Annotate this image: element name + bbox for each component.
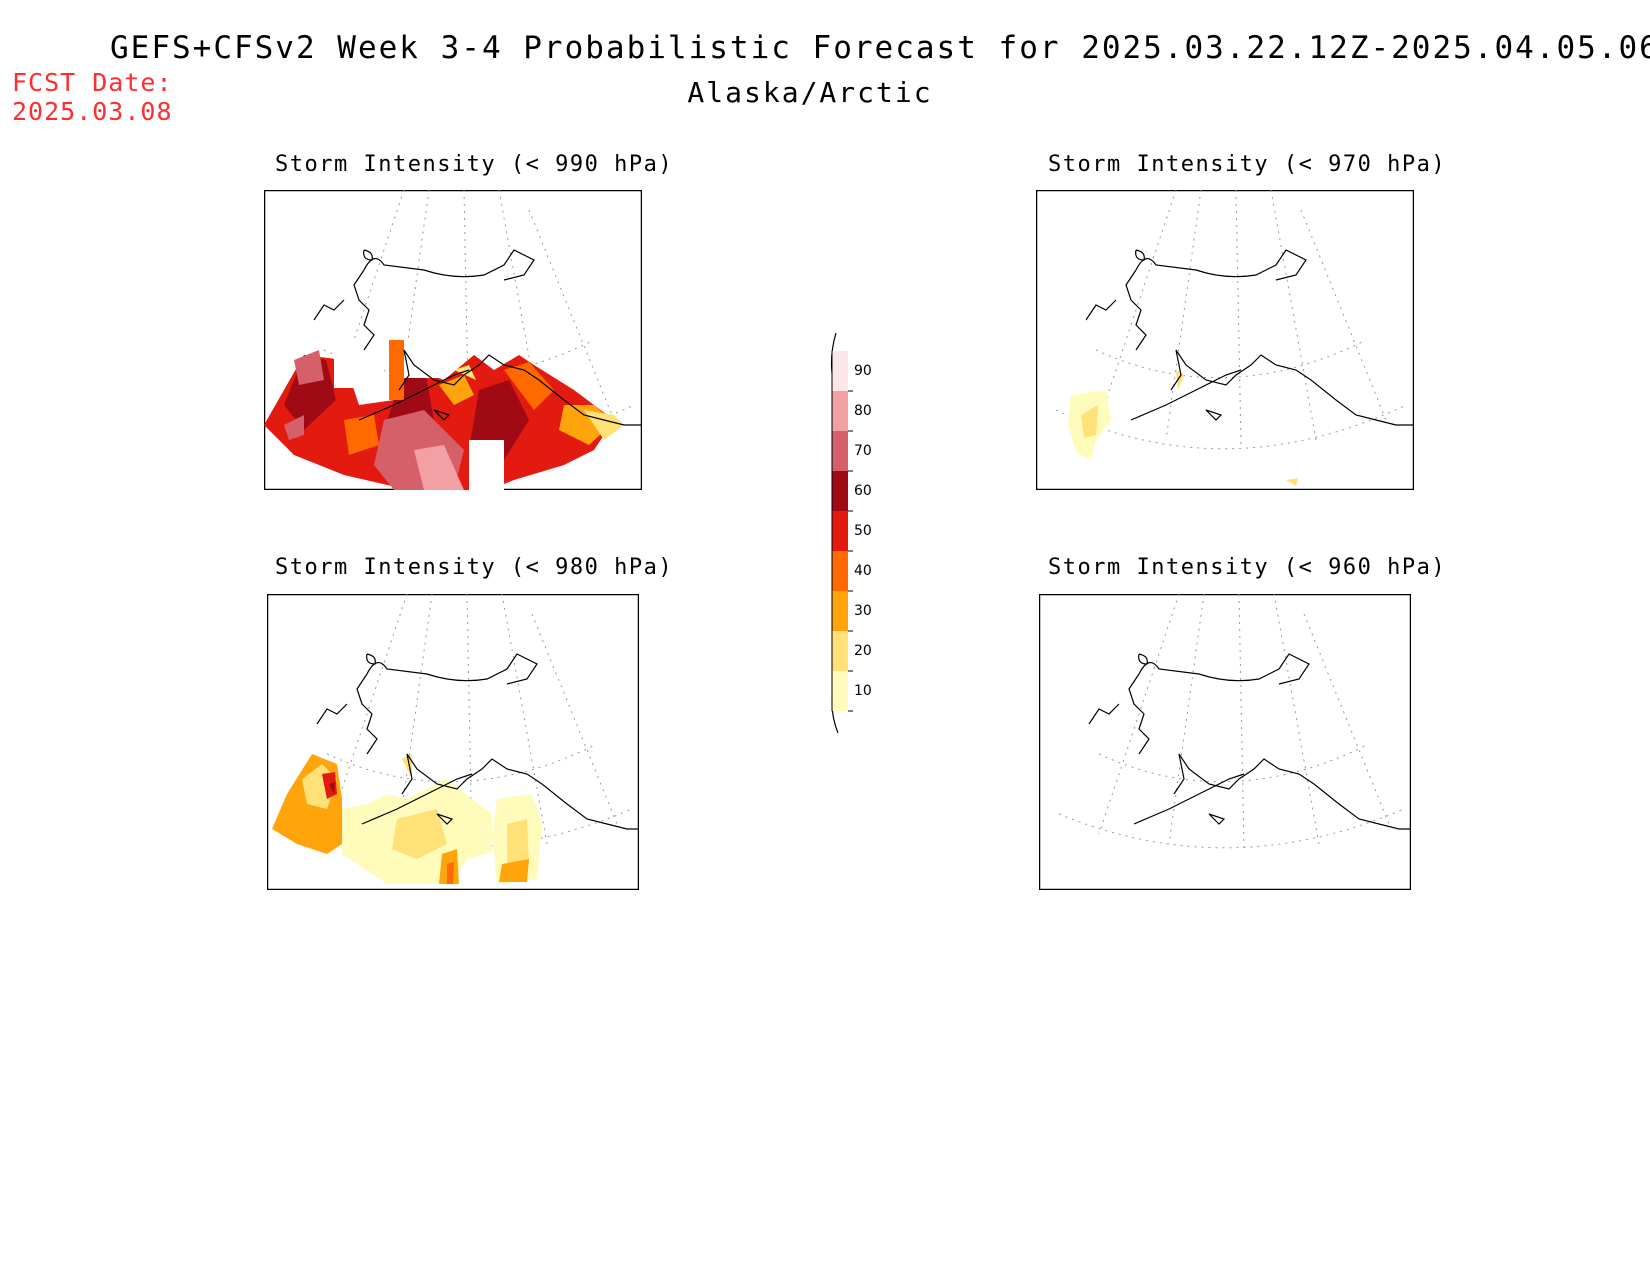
colorbar-label: 80 bbox=[854, 403, 872, 419]
map-panel-990 bbox=[264, 190, 642, 490]
map-panel-960 bbox=[1039, 594, 1411, 890]
colorbar-label: 20 bbox=[854, 643, 872, 659]
forecast-date-value: 2025.03.08 bbox=[12, 97, 173, 126]
page-title: GEFS+CFSv2 Week 3-4 Probabilistic Foreca… bbox=[110, 30, 1650, 66]
region-subtitle: Alaska/Arctic bbox=[687, 76, 933, 109]
panel-title-960: Storm Intensity (< 960 hPa) bbox=[1048, 555, 1447, 580]
colorbar-swatch bbox=[832, 351, 848, 391]
map-960-svg bbox=[1039, 594, 1411, 890]
graticule bbox=[1058, 594, 1405, 850]
colorbar-label: 10 bbox=[854, 683, 872, 699]
map-990-svg bbox=[264, 190, 642, 490]
colorbar-label: 50 bbox=[854, 523, 872, 539]
panel-title-980: Storm Intensity (< 980 hPa) bbox=[275, 555, 674, 580]
coastline bbox=[1088, 653, 1411, 830]
map-970-svg bbox=[1036, 190, 1414, 490]
colorbar-label: 70 bbox=[854, 443, 872, 459]
colorbar-svg bbox=[830, 332, 853, 734]
colorbar-label: 30 bbox=[854, 603, 872, 619]
colorbar-label: 60 bbox=[854, 483, 872, 499]
probability-fill bbox=[272, 754, 542, 884]
colorbar-swatch bbox=[832, 431, 848, 471]
colorbar-swatch bbox=[832, 551, 848, 591]
coastline bbox=[316, 653, 639, 830]
colorbar-swatch bbox=[832, 511, 848, 551]
colorbar-label: 40 bbox=[854, 563, 872, 579]
map-980-svg bbox=[267, 594, 639, 890]
probability-fill bbox=[264, 338, 624, 490]
colorbar-swatch bbox=[832, 631, 848, 671]
colorbar-swatch bbox=[832, 671, 848, 711]
panel-title-970: Storm Intensity (< 970 hPa) bbox=[1048, 152, 1447, 177]
map-panel-980 bbox=[267, 594, 639, 890]
colorbar-swatch bbox=[832, 391, 848, 431]
colorbar-swatch bbox=[832, 591, 848, 631]
probability-fill bbox=[1068, 370, 1298, 486]
panel-title-990: Storm Intensity (< 990 hPa) bbox=[275, 152, 674, 177]
colorbar: 90 80 70 60 50 40 30 20 10 bbox=[820, 332, 890, 734]
forecast-date-label: FCST Date: 2025.03.08 bbox=[12, 68, 173, 126]
forecast-date-caption: FCST Date: bbox=[12, 68, 173, 97]
colorbar-swatch bbox=[832, 471, 848, 511]
coastline bbox=[1085, 249, 1414, 426]
coastline bbox=[313, 249, 642, 426]
map-panel-970 bbox=[1036, 190, 1414, 490]
colorbar-label: 90 bbox=[854, 363, 872, 379]
